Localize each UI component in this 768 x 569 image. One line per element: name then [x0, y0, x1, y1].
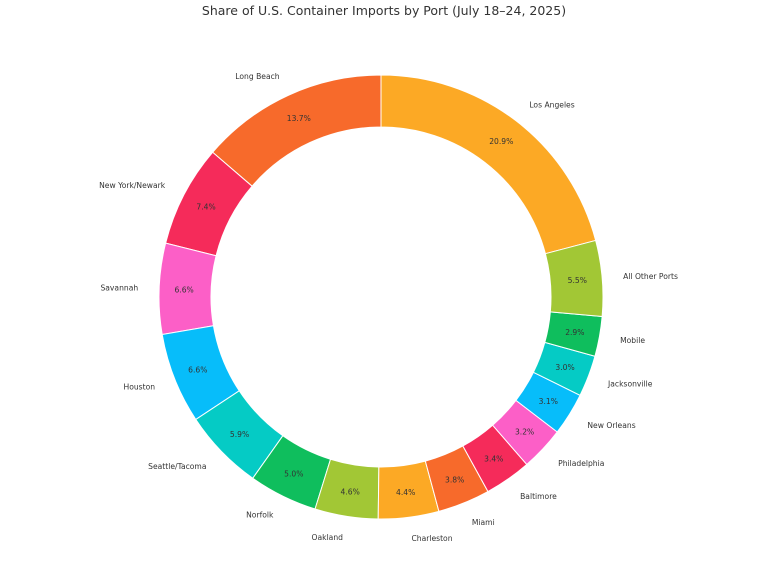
slices [158, 74, 604, 520]
label-savannah: Savannah [100, 284, 138, 293]
label-charleston: Charleston [411, 534, 452, 543]
label-miami: Miami [472, 518, 495, 527]
percent-label-los-angeles: 20.9% [489, 137, 513, 146]
percent-labels: 20.9% 13.7% 7.4% 6.6% 6.6% 5.9% 5.0% 4.6% 4.4% 3.… [174, 114, 586, 497]
label-baltimore: Baltimore [520, 492, 557, 501]
percent-label-mobile: 2.9% [565, 328, 584, 337]
label-new-york-newark: New York/Newark [99, 181, 166, 190]
percent-label-savannah: 6.6% [174, 285, 193, 294]
label-oakland: Oakland [312, 533, 344, 542]
percent-label-miami: 3.8% [445, 476, 464, 485]
percent-label-long-beach: 13.7% [287, 114, 311, 123]
label-new-orleans: New Orleans [587, 421, 635, 430]
label-los-angeles: Los Angeles [529, 100, 574, 109]
label-norfolk: Norfolk [246, 511, 274, 520]
percent-label-norfolk: 5.0% [284, 469, 303, 478]
label-jacksonville: Jacksonville [607, 379, 653, 388]
percent-label-oakland: 4.6% [341, 487, 360, 496]
percent-label-all-other-ports: 5.5% [568, 276, 587, 285]
percent-label-baltimore: 3.4% [484, 454, 503, 463]
percent-label-philadelphia: 3.2% [515, 428, 534, 437]
percent-label-houston: 6.6% [188, 365, 207, 374]
percent-label-seattle-tacoma: 5.9% [230, 430, 249, 439]
slice-long-beach [211, 74, 382, 187]
percent-label-new-orleans: 3.1% [539, 397, 558, 406]
chart-title: Share of U.S. Container Imports by Port … [201, 3, 567, 18]
percent-label-jacksonville: 3.0% [555, 363, 574, 372]
label-seattle-tacoma: Seattle/Tacoma [148, 462, 206, 471]
label-long-beach: Long Beach [235, 72, 280, 81]
label-all-other-ports: All Other Ports [623, 272, 678, 281]
label-houston: Houston [124, 382, 156, 391]
label-philadelphia: Philadelphia [558, 459, 604, 468]
percent-label-new-york-newark: 7.4% [196, 202, 215, 211]
slice-labels: Los Angeles Long Beach New York/Newark Sava… [99, 72, 678, 543]
percent-label-charleston: 4.4% [396, 488, 415, 497]
label-mobile: Mobile [620, 336, 645, 345]
slice-all-other-ports [544, 239, 604, 318]
